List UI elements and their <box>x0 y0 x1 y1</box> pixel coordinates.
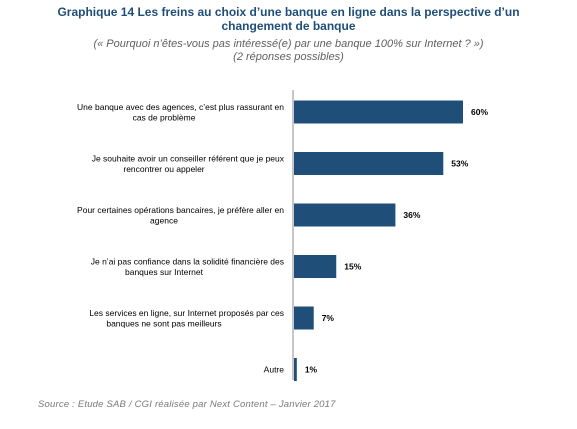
bar-1 <box>294 100 463 124</box>
value-label-3: 36% <box>403 210 420 220</box>
category-label-1-line-1: Une banque avec des agences, c’est plus … <box>77 102 284 112</box>
category-label-3-line-2: agence <box>150 215 178 225</box>
value-label-2: 53% <box>451 159 468 169</box>
value-label-4: 15% <box>344 262 361 272</box>
category-label-5-line-2: banques ne sont pas meilleurs <box>106 318 221 328</box>
chart-subtitle-line-1: (« Pourquoi n’êtes-vous pas intéressé(e)… <box>93 38 484 50</box>
bar-6 <box>294 358 297 381</box>
bar-5 <box>294 306 314 330</box>
chart-title-line-2: changement de banque <box>221 19 356 33</box>
category-label-4-line-1: Je n’ai pas confiance dans la solidité f… <box>91 256 284 266</box>
bar-2 <box>294 152 444 175</box>
category-label-2-line-2: rencontrer ou appeler <box>123 164 204 174</box>
category-label-1-line-2: cas de problème <box>133 112 196 122</box>
category-label-3-line-1: Pour certaines opérations bancaires, je … <box>77 205 284 215</box>
bar-3 <box>294 203 396 227</box>
category-label-6-line-1: Autre <box>264 365 285 375</box>
category-label-5-line-1: Les services en ligne, sur Internet prop… <box>89 308 284 318</box>
chart-subtitle-line-2: (2 réponses possibles) <box>233 51 344 63</box>
category-label-2-line-1: Je souhaite avoir un conseiller référent… <box>92 153 285 163</box>
value-label-6: 1% <box>305 365 318 375</box>
source-note: Source : Etude SAB / CGI réalisée par Ne… <box>38 399 336 410</box>
category-label-4-line-2: banques sur Internet <box>125 267 204 277</box>
value-label-5: 7% <box>322 313 335 323</box>
value-label-1: 60% <box>471 107 488 117</box>
chart-title-line-1: Graphique 14 Les freins au choix d’une b… <box>57 5 520 19</box>
bar-4 <box>294 255 337 278</box>
